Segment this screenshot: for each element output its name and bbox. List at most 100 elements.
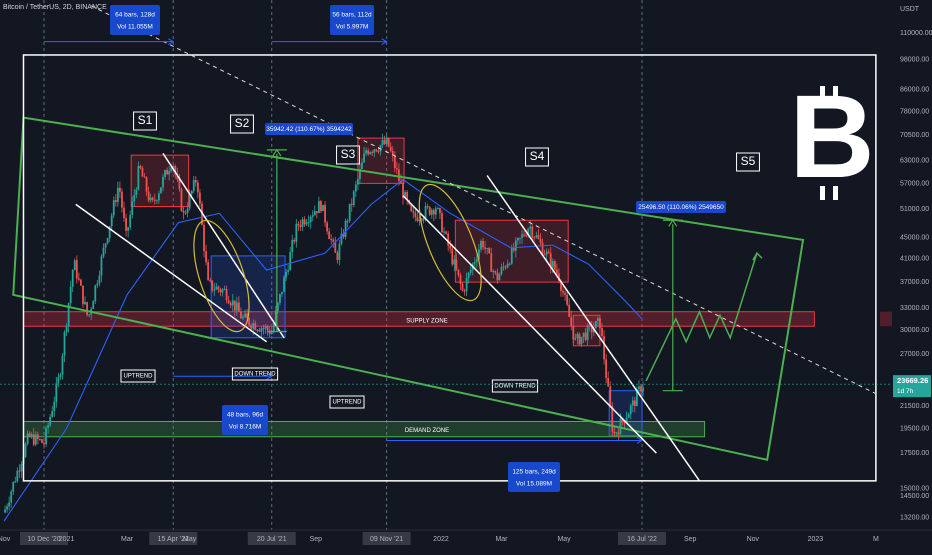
candle-body [611, 406, 614, 432]
projection-arrowhead [752, 251, 763, 261]
long-term-dashed-trendline[interactable] [90, 5, 881, 397]
gain-label-2[interactable] [636, 201, 726, 213]
candle-body [398, 169, 400, 181]
y-tick-label: 27000.00 [900, 351, 929, 358]
candle-body [47, 425, 50, 428]
y-tick-label: 78000.00 [900, 109, 929, 116]
candle-body [597, 318, 599, 321]
highlight-ellipse-1[interactable] [183, 214, 261, 338]
candle-body [389, 146, 392, 152]
candle-body [502, 266, 505, 268]
projection-path [645, 252, 758, 382]
candle-body [176, 174, 179, 180]
last-price-badge[interactable] [893, 375, 931, 398]
candle-body [16, 470, 19, 482]
candle-body [336, 252, 339, 261]
candle-body [30, 434, 33, 437]
candle-body [350, 203, 353, 205]
candle-body [428, 206, 431, 215]
measure-box-2[interactable] [330, 5, 374, 35]
x-tick-label: 2023 [808, 536, 824, 543]
x-tick-highlight [618, 532, 667, 545]
candle-body [426, 206, 429, 208]
x-tick-highlight [362, 532, 411, 545]
candle-body [601, 328, 603, 337]
candle-body [309, 216, 312, 223]
candle-body [4, 509, 6, 513]
candle-body [564, 292, 566, 295]
candle-body [311, 215, 314, 217]
candle-body [558, 273, 560, 282]
candle-body [400, 180, 402, 184]
resistance-trendline-2[interactable] [486, 175, 701, 482]
candle-body [332, 239, 335, 242]
y-tick-label: 33000.00 [900, 305, 929, 312]
candle-body [307, 222, 310, 224]
highlight-ellipse-2[interactable] [407, 177, 494, 308]
descending-channel[interactable] [12, 116, 805, 461]
candle-body [80, 279, 82, 286]
candle-body [467, 272, 470, 278]
candle-body [621, 418, 624, 422]
candle-body [365, 150, 367, 154]
measure-box-3[interactable] [222, 405, 268, 435]
s3-label-box [336, 145, 360, 165]
downtrend-label-2: DOWN TREND [494, 384, 536, 390]
candle-body [145, 177, 148, 192]
candle-body [531, 226, 534, 238]
candle-body [34, 434, 37, 445]
candle-body [131, 201, 134, 216]
supply-zone-label: SUPPLY ZONE [406, 318, 447, 324]
supply-zone-extension [880, 311, 892, 327]
candle-body [12, 481, 15, 492]
measure-box-4[interactable] [508, 462, 560, 492]
candle-body [496, 272, 499, 281]
candle-body [246, 313, 249, 319]
candle-body [635, 389, 638, 407]
resistance-trendline-1[interactable] [162, 152, 285, 339]
candle-body [627, 413, 630, 418]
candle-body [418, 219, 421, 222]
candle-body [410, 203, 413, 212]
last-price-value: 23669.26 [897, 376, 928, 385]
y-tick-label: 45000.00 [900, 234, 929, 241]
candle-body [525, 235, 528, 237]
candle-body [51, 411, 54, 417]
candle-body [84, 302, 86, 305]
x-tick-label: Nov [0, 536, 11, 543]
candle-body [414, 212, 417, 217]
gain-label-1[interactable] [265, 123, 353, 135]
candle-body [147, 191, 150, 201]
candle-body [574, 338, 577, 340]
s2-label: S2 [235, 116, 250, 130]
measure-box-1[interactable] [110, 5, 160, 35]
candle-body [354, 184, 357, 192]
support-trendline-1[interactable] [75, 203, 268, 343]
candle-body [638, 386, 640, 390]
chart-frame-rectangle[interactable] [22, 54, 877, 482]
candle-body [449, 245, 452, 249]
measure-box-2-bars: 56 bars, 112d [332, 12, 372, 19]
y-tick-label: 14500.00 [900, 493, 929, 500]
support-trendline-2[interactable] [402, 195, 657, 454]
candle-body [555, 269, 558, 274]
y-tick-label: 86000.00 [900, 86, 929, 93]
gain-label-1-text: 35942.42 (110.67%) 3594242 [266, 126, 352, 133]
y-tick-label: 17500.00 [900, 450, 929, 457]
candle-body [170, 167, 173, 172]
candle-body [326, 222, 329, 232]
x-tick-label: 20 Jul '21 [257, 536, 287, 543]
candle-body [393, 155, 396, 169]
candle-body [615, 432, 618, 434]
candle-body [293, 240, 296, 242]
s1-label: S1 [138, 113, 153, 127]
last-price-countdown: 1d 7h [897, 388, 914, 395]
candle-body [71, 270, 74, 287]
candle-body [6, 506, 8, 510]
measure-box-1-volume: Vol 11.055M [117, 24, 153, 31]
candle-body [164, 170, 166, 177]
x-tick-highlight [247, 532, 296, 545]
candle-body [369, 152, 372, 155]
